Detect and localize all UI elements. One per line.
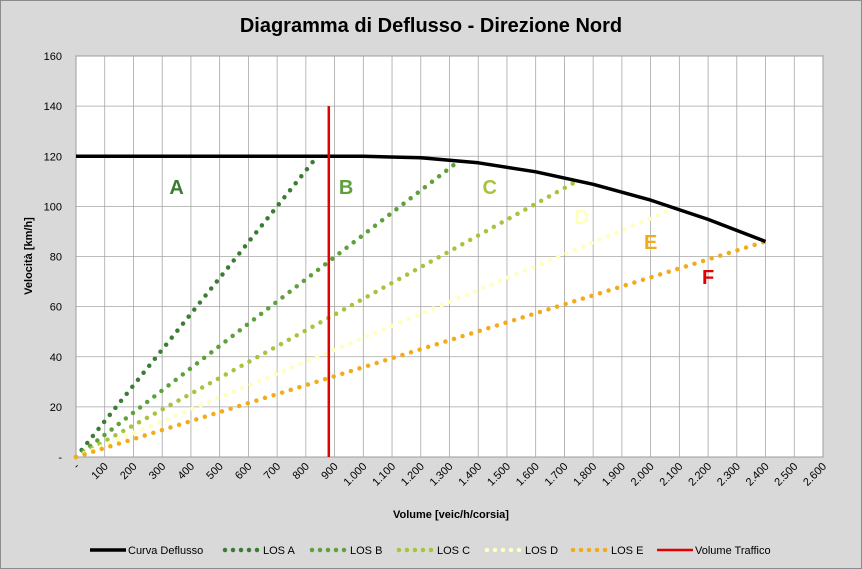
x-tick-label: 2.000 <box>629 461 657 489</box>
x-tick-label: 700 <box>262 461 283 482</box>
x-tick-label: 1.800 <box>571 461 599 489</box>
series-group <box>73 106 768 460</box>
x-tick-label: 1.600 <box>514 461 542 489</box>
y-tick-label: 60 <box>50 302 62 314</box>
gridlines <box>75 55 824 458</box>
x-tick-label: - <box>71 460 82 471</box>
y-tick-label: 80 <box>50 252 62 264</box>
zone-label-b: B <box>339 177 353 199</box>
zone-label-d: D <box>574 207 588 229</box>
x-tick-label: 1.500 <box>485 461 513 489</box>
x-tick-label: 1.100 <box>370 461 398 489</box>
zone-label-c: C <box>482 177 496 199</box>
x-tick-label: 1.700 <box>543 461 571 489</box>
x-tick-label: 2.200 <box>686 461 714 489</box>
x-tick-label: 200 <box>118 461 139 482</box>
series-line-los-d <box>73 206 676 460</box>
y-tick-labels: - 20 40 60 80 100 120 140 160 <box>44 51 63 464</box>
x-tick-label: 2.500 <box>772 461 800 489</box>
series-line-los-b <box>73 161 458 460</box>
x-tick-label: 1.900 <box>600 461 628 489</box>
legend-label: Volume Traffico <box>695 545 771 557</box>
x-tick-label: 500 <box>204 461 225 482</box>
y-tick-label: 120 <box>44 151 62 163</box>
series-line-los-c <box>73 177 582 460</box>
x-tick-labels: -100 200 300 400 500 600 700 800 900 1.000 1.100 1.… <box>71 460 829 488</box>
x-tick-label: 400 <box>176 461 197 482</box>
y-tick-label: 20 <box>50 402 62 414</box>
x-tick-label: 2.100 <box>658 461 686 489</box>
legend-label: LOS B <box>350 545 382 557</box>
zone-label-e: E <box>644 232 657 254</box>
series-line-curva-deflusso <box>76 154 767 244</box>
x-tick-label: 600 <box>233 461 254 482</box>
x-tick-label: 2.600 <box>801 461 829 489</box>
x-tick-label: 1.300 <box>428 461 456 489</box>
x-tick-label: 2.400 <box>744 461 772 489</box>
x-tick-label: 900 <box>319 461 340 482</box>
zone-labels: A B C D E F <box>169 177 714 289</box>
y-tick-label: - <box>58 452 62 464</box>
x-tick-label: 1.400 <box>456 461 484 489</box>
zone-label-f: F <box>702 267 714 289</box>
legend-label: Curva Deflusso <box>128 545 203 557</box>
x-tick-label: 800 <box>291 461 312 482</box>
y-tick-label: 100 <box>44 201 62 213</box>
x-tick-label: 300 <box>147 461 168 482</box>
x-axis-label: Volume [veic/h/corsia] <box>393 509 509 521</box>
legend-label: LOS A <box>263 545 295 557</box>
x-tick-label: 1.200 <box>399 461 427 489</box>
x-tick-label: 1.000 <box>341 461 369 489</box>
chart-title: Diagramma di Deflusso - Direzione Nord <box>240 15 622 37</box>
x-tick-label: 2.300 <box>715 461 743 489</box>
y-axis-label: Velocità [km/h] <box>23 217 35 295</box>
legend-label: LOS C <box>437 545 470 557</box>
x-tick-label: 100 <box>89 461 110 482</box>
legend-label: LOS D <box>525 545 558 557</box>
zone-label-a: A <box>169 177 183 199</box>
y-tick-label: 40 <box>50 352 62 364</box>
y-tick-label: 160 <box>44 51 62 63</box>
legend: Curva Deflusso LOS A LOS B LOS C LOS D LOS E V… <box>90 545 771 557</box>
series-line-los-a <box>73 154 320 460</box>
legend-label: LOS E <box>611 545 643 557</box>
y-tick-label: 140 <box>44 101 62 113</box>
series-line-los-e <box>73 239 768 460</box>
